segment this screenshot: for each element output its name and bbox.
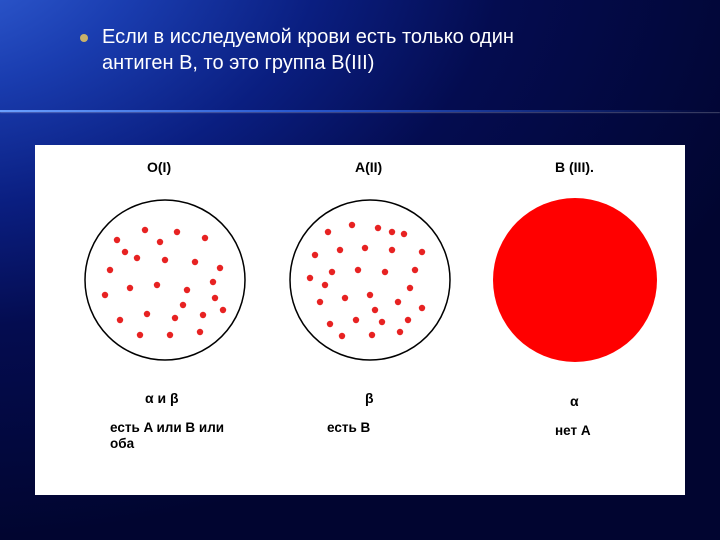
agglutination-dot: [317, 299, 323, 305]
agglutination-dot: [405, 317, 411, 323]
agglutination-dot: [157, 239, 163, 245]
greek-label-A: β: [365, 390, 374, 406]
agglutination-dot: [312, 252, 318, 258]
title-bullet: [80, 34, 88, 42]
title-line2: антиген B, то это группа B(III): [102, 52, 374, 74]
agglutination-dot: [180, 302, 186, 308]
agglutination-dot: [342, 295, 348, 301]
agglutination-dot: [107, 267, 113, 273]
agglutination-dot: [134, 255, 140, 261]
agglutination-dot: [372, 307, 378, 313]
agglutination-dot: [327, 321, 333, 327]
agglutination-dot: [389, 229, 395, 235]
blood-circle-O: [85, 200, 245, 360]
agglutination-dot: [127, 285, 133, 291]
agglutination-dot: [307, 275, 313, 281]
agglutination-dot: [162, 257, 168, 263]
slide-title: Если в исследуемой крови есть только оди…: [102, 24, 514, 76]
agglutination-dot: [202, 235, 208, 241]
agglutination-dot: [154, 282, 160, 288]
header-divider: [0, 110, 720, 112]
agglutination-dot: [369, 332, 375, 338]
caption-B: нет A: [555, 423, 591, 439]
agglutination-dot: [375, 225, 381, 231]
agglutination-dot: [322, 282, 328, 288]
agglutination-dot: [122, 249, 128, 255]
agglutination-dot: [382, 269, 388, 275]
agglutination-dot: [114, 237, 120, 243]
agglutination-dot: [367, 292, 373, 298]
agglutination-dot: [142, 227, 148, 233]
agglutination-dot: [397, 329, 403, 335]
agglutination-dot: [212, 295, 218, 301]
agglutination-dot: [362, 245, 368, 251]
agglutination-dot: [325, 229, 331, 235]
title-line1: Если в исследуемой крови есть только оди…: [102, 26, 514, 48]
agglutination-dot: [174, 229, 180, 235]
agglutination-dot: [339, 333, 345, 339]
agglutination-dot: [144, 311, 150, 317]
agglutination-dot: [184, 287, 190, 293]
agglutination-dot: [401, 231, 407, 237]
greek-label-O: α и β: [145, 390, 179, 406]
diagram-panel: O(I) A(II) B (III). α и β β α есть A или…: [35, 145, 685, 495]
agglutination-dot: [337, 247, 343, 253]
agglutination-dot: [419, 305, 425, 311]
agglutination-dot: [192, 259, 198, 265]
agglutination-dot: [389, 247, 395, 253]
agglutination-dot: [137, 332, 143, 338]
agglutination-dot: [167, 332, 173, 338]
blood-circle-B: [493, 198, 657, 362]
agglutination-dot: [419, 249, 425, 255]
agglutination-dot: [197, 329, 203, 335]
agglutination-dot: [217, 265, 223, 271]
agglutination-dot: [379, 319, 385, 325]
caption-A: есть B: [327, 420, 370, 436]
agglutination-dot: [117, 317, 123, 323]
agglutination-dot: [353, 317, 359, 323]
agglutination-dot: [102, 292, 108, 298]
agglutination-dot: [172, 315, 178, 321]
agglutination-dot: [210, 279, 216, 285]
greek-label-B: α: [570, 393, 579, 409]
caption-O: есть A или B или оба: [110, 420, 240, 452]
agglutination-dot: [220, 307, 226, 313]
agglutination-dot: [412, 267, 418, 273]
agglutination-dot: [349, 222, 355, 228]
agglutination-dot: [355, 267, 361, 273]
agglutination-dot: [395, 299, 401, 305]
agglutination-dot: [329, 269, 335, 275]
agglutination-dot: [200, 312, 206, 318]
agglutination-dot: [407, 285, 413, 291]
